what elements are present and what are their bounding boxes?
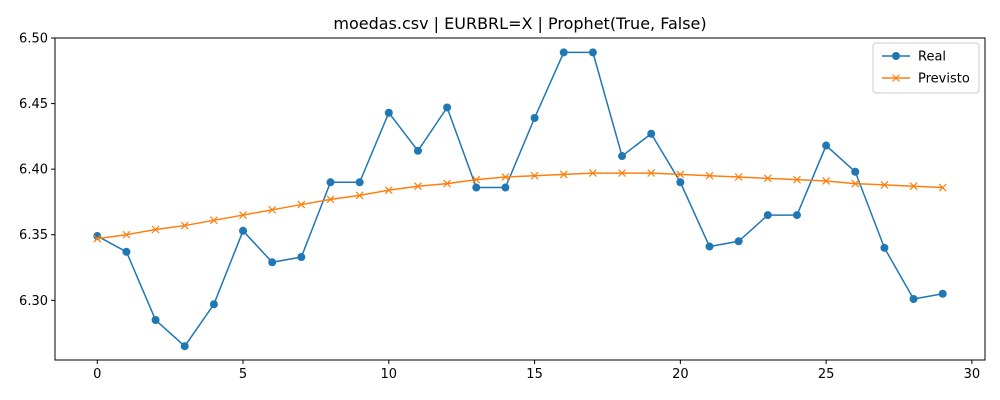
data-point-real bbox=[151, 315, 160, 324]
data-point-previsto bbox=[384, 186, 393, 195]
data-point-real bbox=[413, 146, 422, 155]
data-point-previsto bbox=[414, 182, 422, 191]
data-point-previsto bbox=[239, 211, 247, 219]
x-axis: 0 5 10 15 20 25 30 bbox=[93, 360, 980, 382]
data-point-real bbox=[618, 152, 627, 161]
data-point-real bbox=[209, 300, 218, 309]
legend-marker-real bbox=[892, 52, 900, 60]
y-tick-label: 6.35 bbox=[19, 228, 48, 243]
data-point-previsto bbox=[268, 205, 277, 214]
data-point-real bbox=[851, 167, 860, 176]
data-point-real bbox=[588, 48, 597, 57]
y-tick-label: 6.50 bbox=[19, 32, 48, 47]
data-point-previsto bbox=[676, 170, 685, 179]
data-point-previsto bbox=[151, 225, 160, 234]
data-point-real bbox=[443, 103, 452, 112]
data-point-real bbox=[938, 289, 947, 298]
x-tick-label: 25 bbox=[818, 367, 835, 382]
data-point-previsto bbox=[530, 171, 539, 180]
data-point-previsto bbox=[763, 174, 772, 183]
data-point-real bbox=[880, 243, 889, 252]
y-tick-label: 6.40 bbox=[19, 163, 48, 178]
legend-marker-previsto bbox=[892, 74, 900, 82]
data-point-previsto bbox=[793, 175, 801, 184]
plot-area bbox=[93, 48, 947, 351]
data-point-previsto bbox=[472, 175, 481, 184]
data-point-real bbox=[559, 48, 568, 57]
series-line-previsto bbox=[97, 172, 943, 240]
data-point-previsto bbox=[180, 221, 189, 230]
data-point-previsto bbox=[822, 177, 831, 185]
x-tick-label: 30 bbox=[964, 367, 981, 382]
data-point-real bbox=[763, 211, 772, 220]
data-point-previsto bbox=[938, 183, 947, 192]
data-point-previsto bbox=[909, 182, 918, 191]
data-point-previsto bbox=[501, 173, 510, 181]
data-point-real bbox=[909, 295, 918, 304]
series-line-real bbox=[96, 51, 943, 348]
data-point-real bbox=[676, 178, 685, 187]
data-point-real bbox=[326, 178, 335, 187]
data-point-previsto bbox=[618, 169, 626, 178]
data-point-real bbox=[268, 258, 277, 267]
data-point-previsto bbox=[93, 234, 102, 243]
data-point-real bbox=[501, 183, 510, 192]
data-point-previsto bbox=[443, 179, 452, 188]
legend-label-previsto: Previsto bbox=[918, 72, 970, 87]
data-point-real bbox=[384, 108, 393, 117]
data-point-real bbox=[472, 183, 481, 192]
data-point-real bbox=[705, 242, 714, 251]
x-tick-label: 20 bbox=[672, 367, 689, 382]
data-point-previsto bbox=[880, 180, 889, 189]
data-point-real bbox=[239, 226, 248, 235]
data-point-previsto bbox=[851, 179, 860, 188]
data-point-real bbox=[355, 178, 364, 187]
data-point-real bbox=[822, 141, 831, 150]
x-tick-label: 15 bbox=[526, 367, 543, 382]
y-tick-label: 6.45 bbox=[19, 97, 48, 112]
data-point-previsto bbox=[705, 171, 714, 180]
legend: Real Previsto bbox=[872, 42, 980, 94]
data-point-previsto bbox=[122, 230, 131, 239]
y-axis: 6.30 6.35 6.40 6.45 6.50 bbox=[19, 32, 55, 309]
legend-label-real: Real bbox=[918, 50, 946, 65]
data-point-real bbox=[734, 237, 743, 246]
data-point-previsto bbox=[355, 191, 364, 200]
data-point-real bbox=[647, 129, 656, 138]
x-tick-label: 0 bbox=[93, 367, 101, 382]
data-point-real bbox=[297, 253, 306, 262]
plot-frame bbox=[54, 37, 986, 361]
data-point-previsto bbox=[209, 216, 218, 225]
data-point-previsto bbox=[588, 169, 597, 178]
data-point-real bbox=[792, 211, 801, 220]
data-point-previsto bbox=[559, 170, 568, 179]
data-point-real bbox=[530, 114, 539, 123]
y-tick-label: 6.30 bbox=[19, 294, 48, 309]
chart-title: moedas.csv | EURBRL=X | Prophet(True, Fa… bbox=[333, 14, 706, 33]
data-point-previsto bbox=[326, 195, 335, 204]
x-tick-label: 10 bbox=[381, 367, 398, 382]
data-point-previsto bbox=[734, 173, 743, 181]
data-point-previsto bbox=[647, 169, 656, 178]
data-point-real bbox=[180, 342, 189, 351]
data-point-previsto bbox=[297, 200, 306, 209]
x-tick-label: 5 bbox=[239, 367, 247, 382]
data-point-real bbox=[122, 247, 131, 256]
